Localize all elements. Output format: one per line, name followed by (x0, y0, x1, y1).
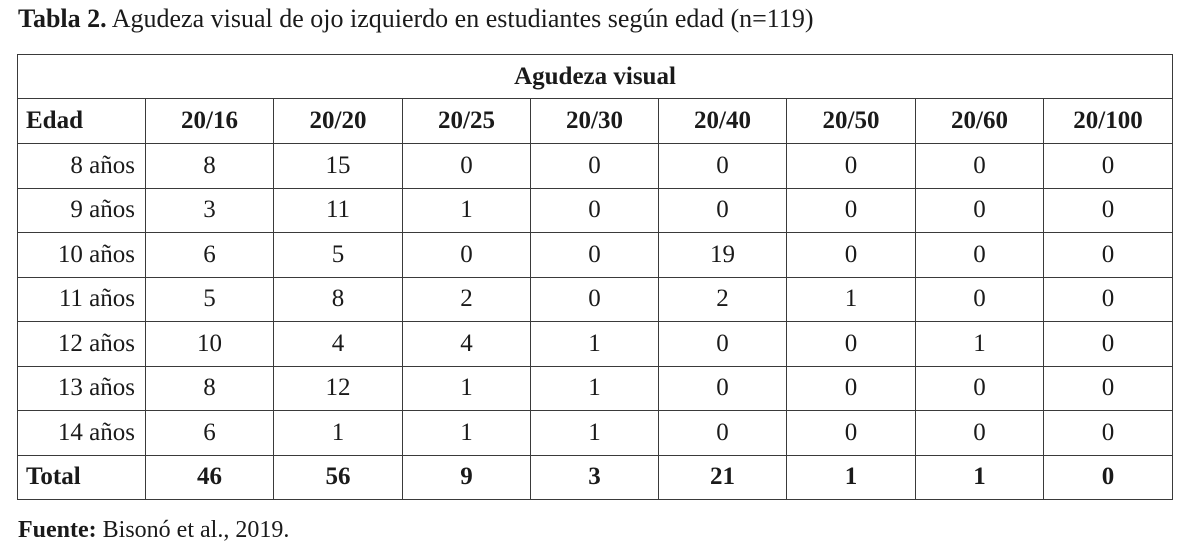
age-cell: 13 años (17, 365, 146, 411)
value-cell: 0 (658, 365, 787, 411)
column-header: 20/30 (530, 98, 659, 144)
value-cell: 1 (530, 410, 659, 456)
value-cell: 5 (273, 232, 403, 278)
value-cell: 0 (915, 143, 1044, 189)
value-cell: 0 (658, 321, 787, 367)
age-cell: 14 años (17, 410, 146, 456)
table-row: 9 años 3 11 1 0 0 0 0 0 (17, 187, 1173, 233)
value-cell: 0 (786, 321, 916, 367)
column-header: 20/50 (786, 98, 916, 144)
value-cell: 0 (915, 232, 1044, 278)
value-cell: 2 (402, 276, 531, 322)
value-cell: 0 (658, 187, 787, 233)
table-row: 10 años 6 5 0 0 19 0 0 0 (17, 232, 1173, 278)
value-cell: 4 (402, 321, 531, 367)
total-value-cell: 46 (145, 454, 274, 500)
value-cell: 0 (402, 232, 531, 278)
age-cell: 11 años (17, 276, 146, 322)
value-cell: 5 (145, 276, 274, 322)
value-cell: 0 (915, 365, 1044, 411)
table-row: 13 años 8 12 1 1 0 0 0 0 (17, 365, 1173, 411)
value-cell: 0 (530, 276, 659, 322)
column-header-row: Edad 20/16 20/20 20/25 20/30 20/40 20/50 20/60… (17, 98, 1173, 144)
value-cell: 8 (145, 143, 274, 189)
age-cell: 10 años (17, 232, 146, 278)
value-cell: 0 (658, 143, 787, 189)
value-cell: 19 (658, 232, 787, 278)
value-cell: 0 (915, 410, 1044, 456)
value-cell: 3 (145, 187, 274, 233)
table-row: 8 años 8 15 0 0 0 0 0 0 (17, 143, 1173, 189)
caption-label: Tabla 2. (18, 4, 107, 33)
column-header: 20/25 (402, 98, 531, 144)
value-cell: 0 (1043, 321, 1173, 367)
table-caption: Tabla 2. Agudeza visual de ojo izquierdo… (18, 4, 814, 34)
value-cell: 0 (530, 187, 659, 233)
value-cell: 0 (1043, 410, 1173, 456)
value-cell: 0 (530, 143, 659, 189)
total-label: Total (17, 454, 146, 500)
value-cell: 1 (530, 365, 659, 411)
total-value-cell: 3 (530, 454, 659, 500)
total-row: Total 46 56 9 3 21 1 1 0 (17, 454, 1173, 500)
value-cell: 8 (273, 276, 403, 322)
table-body: 8 años 8 15 0 0 0 0 0 0 9 años 3 11 1 0 0 0 0 0 10 años 6 5 0… (17, 143, 1173, 500)
table-row: 14 años 6 1 1 1 0 0 0 0 (17, 410, 1173, 456)
value-cell: 0 (915, 276, 1044, 322)
value-cell: 0 (786, 143, 916, 189)
total-value-cell: 9 (402, 454, 531, 500)
value-cell: 0 (786, 410, 916, 456)
source-label: Fuente: (18, 517, 97, 543)
total-value-cell: 1 (915, 454, 1044, 500)
value-cell: 1 (402, 187, 531, 233)
value-cell: 10 (145, 321, 274, 367)
value-cell: 0 (658, 410, 787, 456)
age-cell: 9 años (17, 187, 146, 233)
value-cell: 0 (1043, 232, 1173, 278)
value-cell: 0 (1043, 276, 1173, 322)
column-header: 20/60 (915, 98, 1044, 144)
column-header: 20/40 (658, 98, 787, 144)
column-header: 20/100 (1043, 98, 1173, 144)
value-cell: 0 (1043, 143, 1173, 189)
value-cell: 1 (402, 410, 531, 456)
total-value-cell: 0 (1043, 454, 1173, 500)
value-cell: 0 (915, 187, 1044, 233)
value-cell: 0 (530, 232, 659, 278)
value-cell: 0 (402, 143, 531, 189)
age-cell: 12 años (17, 321, 146, 367)
value-cell: 12 (273, 365, 403, 411)
value-cell: 1 (273, 410, 403, 456)
visual-acuity-table: Agudeza visual Edad 20/16 20/20 20/25 20/30… (17, 54, 1173, 500)
value-cell: 11 (273, 187, 403, 233)
value-cell: 0 (1043, 365, 1173, 411)
group-header: Agudeza visual (17, 54, 1173, 99)
column-header: 20/20 (273, 98, 403, 144)
value-cell: 0 (786, 232, 916, 278)
age-cell: 8 años (17, 143, 146, 189)
table-source: Fuente: Bisonó et al., 2019. (18, 516, 289, 544)
source-text: Bisonó et al., 2019. (102, 517, 290, 543)
table-row: 11 años 5 8 2 0 2 1 0 0 (17, 276, 1173, 322)
value-cell: 1 (915, 321, 1044, 367)
value-cell: 1 (530, 321, 659, 367)
value-cell: 0 (786, 365, 916, 411)
value-cell: 0 (786, 187, 916, 233)
row-header-edad: Edad (17, 98, 146, 144)
value-cell: 6 (145, 410, 274, 456)
value-cell: 8 (145, 365, 274, 411)
total-value-cell: 56 (273, 454, 403, 500)
value-cell: 6 (145, 232, 274, 278)
value-cell: 15 (273, 143, 403, 189)
table-row: 12 años 10 4 4 1 0 0 1 0 (17, 321, 1173, 367)
value-cell: 0 (1043, 187, 1173, 233)
value-cell: 1 (786, 276, 916, 322)
caption-text: Agudeza visual de ojo izquierdo en estud… (111, 4, 814, 33)
column-header: 20/16 (145, 98, 274, 144)
value-cell: 1 (402, 365, 531, 411)
total-value-cell: 21 (658, 454, 787, 500)
value-cell: 4 (273, 321, 403, 367)
value-cell: 2 (658, 276, 787, 322)
total-value-cell: 1 (786, 454, 916, 500)
